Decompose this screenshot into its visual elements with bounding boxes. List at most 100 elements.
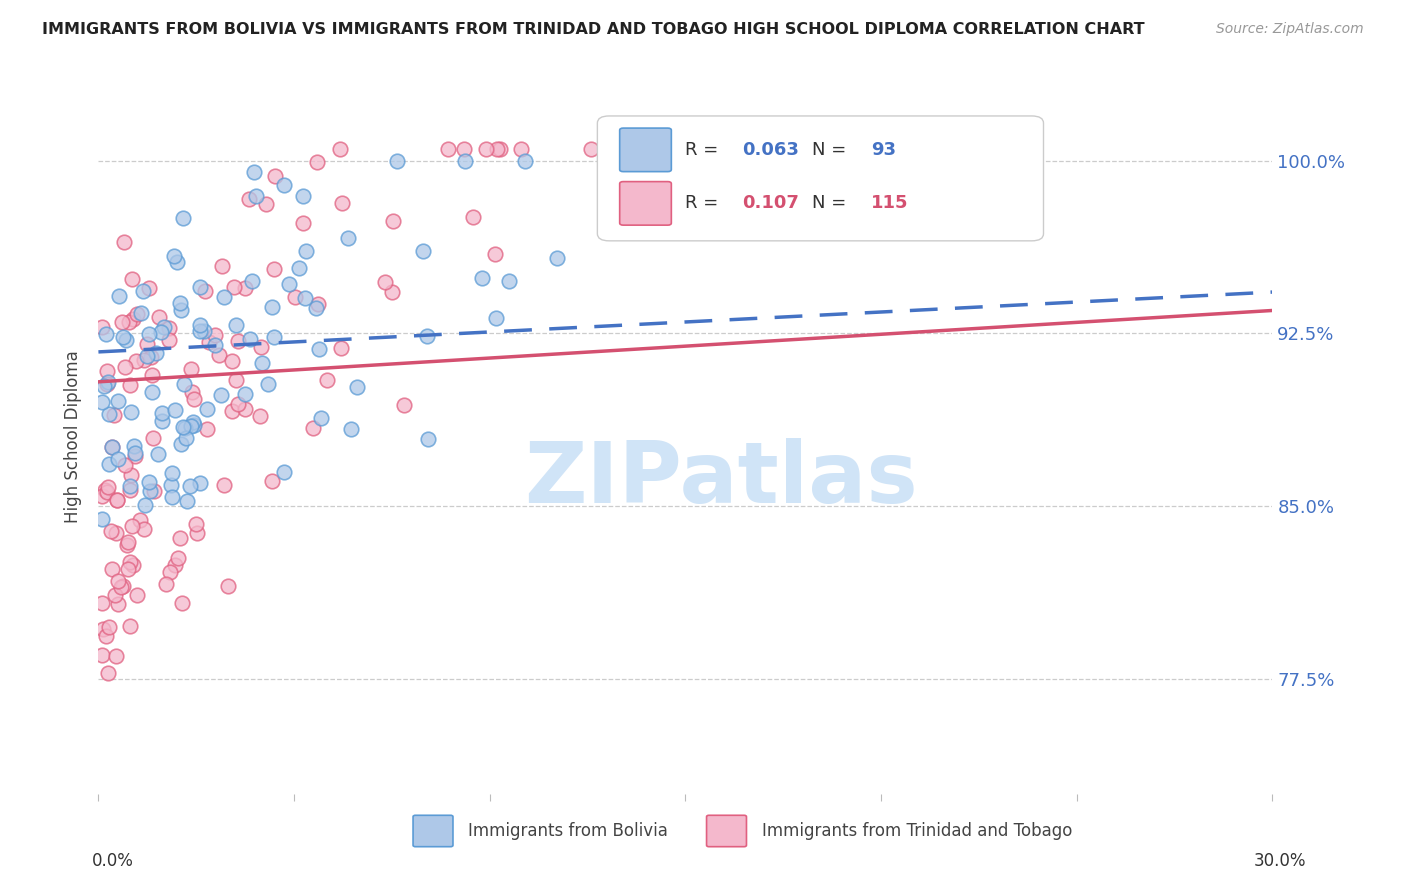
- Point: [233, 387, 256, 401]
- Point: [256, 377, 278, 392]
- Point: [273, 465, 295, 479]
- Point: [157, 333, 180, 347]
- Point: [183, 415, 205, 429]
- Point: [204, 338, 226, 352]
- Point: [488, 142, 510, 156]
- Point: [114, 333, 136, 347]
- Point: [416, 329, 439, 343]
- Point: [330, 195, 353, 210]
- Point: [120, 377, 142, 392]
- Point: [412, 244, 434, 258]
- Point: [91, 622, 114, 636]
- Point: [184, 517, 207, 532]
- Point: [610, 164, 633, 178]
- Point: [263, 261, 285, 276]
- FancyBboxPatch shape: [707, 815, 747, 847]
- Point: [180, 418, 202, 433]
- Point: [188, 318, 211, 332]
- Point: [149, 325, 172, 339]
- Point: [155, 577, 177, 591]
- Point: [97, 480, 120, 494]
- Point: [97, 376, 120, 390]
- Point: [96, 629, 118, 643]
- Point: [173, 421, 195, 435]
- Point: [277, 277, 299, 292]
- Point: [162, 249, 184, 263]
- Point: [172, 420, 194, 434]
- Point: [217, 579, 239, 593]
- Point: [475, 142, 498, 156]
- Point: [107, 574, 129, 588]
- Point: [118, 479, 141, 493]
- Point: [150, 406, 173, 420]
- Point: [339, 422, 361, 436]
- Point: [209, 387, 232, 401]
- Point: [484, 246, 506, 260]
- Point: [131, 284, 153, 298]
- Point: [125, 307, 148, 321]
- Point: [224, 373, 246, 387]
- Point: [104, 588, 127, 602]
- Point: [103, 408, 125, 422]
- Point: [96, 364, 118, 378]
- Point: [284, 290, 307, 304]
- Point: [117, 538, 139, 552]
- Point: [94, 326, 117, 341]
- Point: [221, 403, 243, 417]
- Point: [224, 280, 246, 294]
- Point: [239, 332, 262, 346]
- Text: 0.0%: 0.0%: [91, 852, 134, 870]
- Point: [245, 188, 267, 202]
- Point: [172, 211, 194, 225]
- Point: [346, 380, 368, 394]
- Point: [173, 376, 195, 391]
- Text: N =: N =: [813, 141, 852, 159]
- Point: [169, 531, 191, 545]
- Point: [463, 210, 485, 224]
- Point: [120, 468, 142, 483]
- Point: [180, 385, 202, 400]
- Point: [288, 261, 311, 276]
- Point: [112, 329, 135, 343]
- Point: [121, 518, 143, 533]
- Point: [91, 319, 114, 334]
- Point: [145, 345, 167, 359]
- Point: [134, 498, 156, 512]
- Text: 115: 115: [870, 194, 908, 212]
- Point: [91, 596, 114, 610]
- Point: [138, 327, 160, 342]
- Text: Immigrants from Bolivia: Immigrants from Bolivia: [468, 822, 668, 840]
- Point: [454, 153, 477, 168]
- Point: [183, 392, 205, 406]
- Point: [138, 281, 160, 295]
- Point: [104, 648, 127, 663]
- Point: [305, 154, 328, 169]
- Point: [100, 441, 122, 455]
- Point: [114, 359, 136, 374]
- Text: Immigrants from Trinidad and Tobago: Immigrants from Trinidad and Tobago: [762, 822, 1073, 840]
- Point: [250, 356, 273, 370]
- Point: [291, 189, 314, 203]
- Point: [336, 231, 359, 245]
- Point: [188, 280, 211, 294]
- Point: [212, 290, 235, 304]
- Point: [100, 524, 122, 538]
- Point: [160, 467, 183, 481]
- Point: [91, 489, 114, 503]
- Point: [134, 353, 156, 368]
- Point: [197, 334, 219, 349]
- Point: [114, 458, 136, 472]
- Point: [91, 512, 114, 526]
- Point: [166, 551, 188, 566]
- Point: [120, 555, 142, 569]
- Point: [141, 385, 163, 400]
- Point: [195, 402, 218, 417]
- Point: [94, 483, 117, 497]
- Text: 30.0%: 30.0%: [1253, 852, 1306, 870]
- Point: [307, 297, 329, 311]
- Point: [98, 620, 121, 634]
- Point: [136, 350, 159, 364]
- Point: [294, 292, 316, 306]
- FancyBboxPatch shape: [598, 116, 1043, 241]
- Point: [125, 354, 148, 368]
